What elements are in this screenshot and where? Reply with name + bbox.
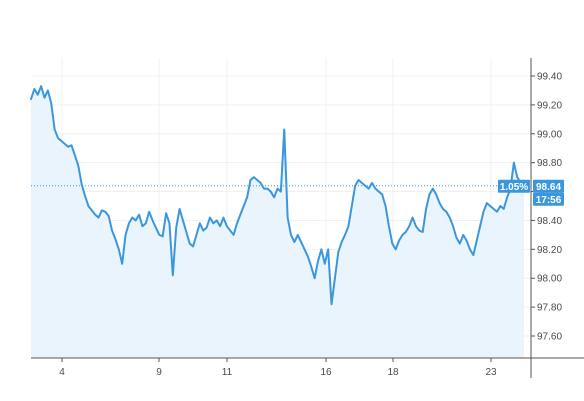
price-tick-label: 98.00	[537, 274, 562, 285]
area-fill	[31, 86, 524, 359]
change-pct-badge	[498, 179, 530, 193]
change-pct-label: 1.05%	[500, 182, 528, 193]
last-price-badge	[533, 179, 564, 193]
price-tick-label: 97.60	[537, 332, 562, 343]
time-tick-label: 9	[156, 367, 162, 378]
price-tick-label: 98.20	[537, 245, 562, 256]
time-axis[interactable]: 4 9 11 16 18 23	[59, 358, 497, 378]
time-tick-label: 23	[485, 367, 497, 378]
price-tick-label: 97.80	[537, 303, 562, 314]
time-tick-label: 16	[320, 367, 332, 378]
price-line-series[interactable]	[30, 85, 525, 306]
price-tick-label: 98.80	[537, 158, 562, 169]
last-price-badges: 1.05% 98.64 17:56	[498, 179, 564, 206]
time-tick-label: 11	[222, 367, 233, 378]
time-tick-label: 18	[387, 367, 399, 378]
price-tick-label: 99.00	[537, 129, 562, 140]
price-tick-label: 99.40	[537, 72, 562, 83]
countdown-label: 17:56	[536, 195, 562, 206]
countdown-badge	[533, 192, 564, 206]
price-tick-label: 99.20	[537, 100, 562, 111]
price-tick-label: 98.40	[537, 216, 562, 227]
price-axis[interactable]: 97.6097.8098.0098.2098.4098.6098.8099.00…	[531, 72, 562, 343]
last-price-label: 98.64	[536, 182, 561, 193]
time-tick-label: 4	[59, 367, 65, 378]
